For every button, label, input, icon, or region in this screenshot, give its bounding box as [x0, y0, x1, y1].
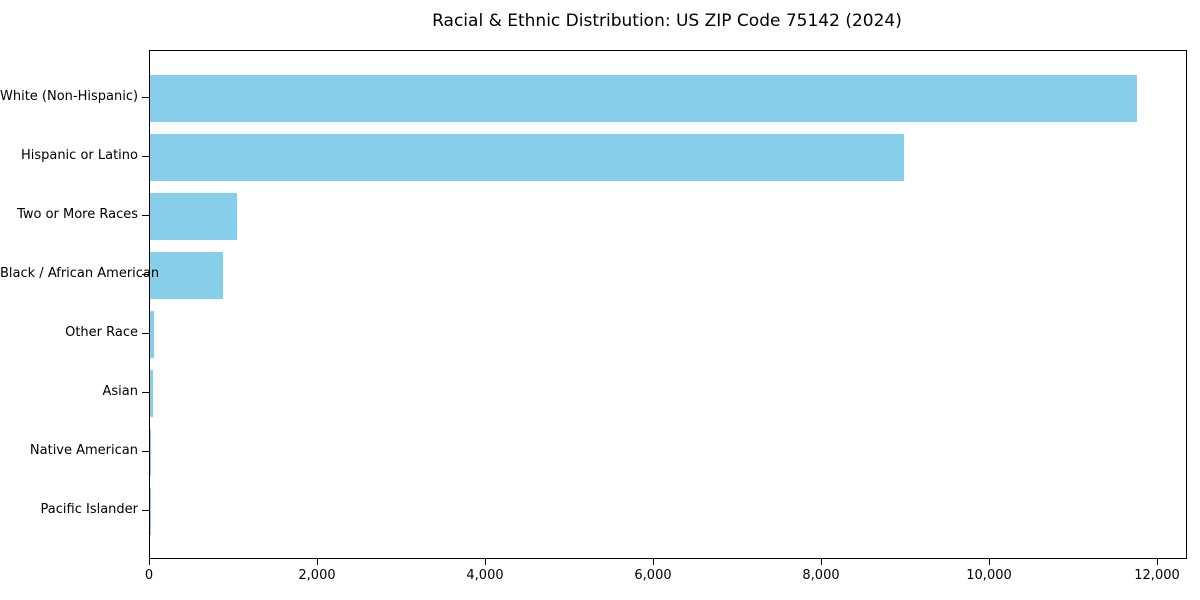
bar-two-or-more-races — [150, 192, 237, 240]
bar-black-african-american — [150, 251, 224, 299]
y-tick-mark — [142, 333, 149, 334]
y-tick-mark — [142, 510, 149, 511]
x-tick-mark — [653, 558, 654, 565]
bar-hispanic-or-latino — [150, 133, 905, 181]
x-tick-label: 10,000 — [966, 568, 1012, 583]
x-tick-mark — [485, 558, 486, 565]
x-tick-label: 12,000 — [1134, 568, 1180, 583]
plot-area — [149, 50, 1187, 559]
y-tick-label-asian: Asian — [102, 384, 138, 399]
x-tick-label: 8,000 — [802, 568, 840, 583]
y-tick-mark — [142, 451, 149, 452]
y-tick-mark — [142, 274, 149, 275]
x-tick-mark — [317, 558, 318, 565]
x-tick-label: 0 — [144, 568, 154, 583]
bar-native-american — [150, 428, 151, 476]
x-tick-label: 4,000 — [466, 568, 504, 583]
x-tick-mark — [1157, 558, 1159, 565]
x-tick-mark — [989, 558, 991, 565]
bar-asian — [150, 369, 154, 417]
y-tick-mark — [142, 156, 149, 157]
y-tick-mark — [142, 97, 149, 98]
x-tick-mark — [821, 558, 823, 565]
y-tick-label-pacific-islander: Pacific Islander — [40, 502, 138, 517]
x-tick-label: 6,000 — [634, 568, 672, 583]
y-tick-label-native-american: Native American — [29, 443, 138, 458]
y-tick-mark — [142, 215, 149, 216]
y-tick-label-hispanic-or-latino: Hispanic or Latino — [20, 148, 138, 163]
y-tick-label-other-race: Other Race — [65, 325, 138, 340]
y-tick-label-two-or-more-races: Two or More Races — [17, 207, 138, 222]
y-tick-label-black-african-american: Black / African American — [0, 266, 160, 281]
y-tick-mark — [142, 392, 149, 393]
bar-other-race — [150, 310, 155, 358]
chart-title: Racial & Ethnic Distribution: US ZIP Cod… — [432, 11, 902, 31]
x-tick-label: 2,000 — [298, 568, 336, 583]
y-tick-label-white-non-hispanic: White (Non-Hispanic) — [0, 89, 139, 104]
bar-white-non-hispanic — [150, 74, 1138, 122]
x-tick-mark — [149, 558, 150, 565]
